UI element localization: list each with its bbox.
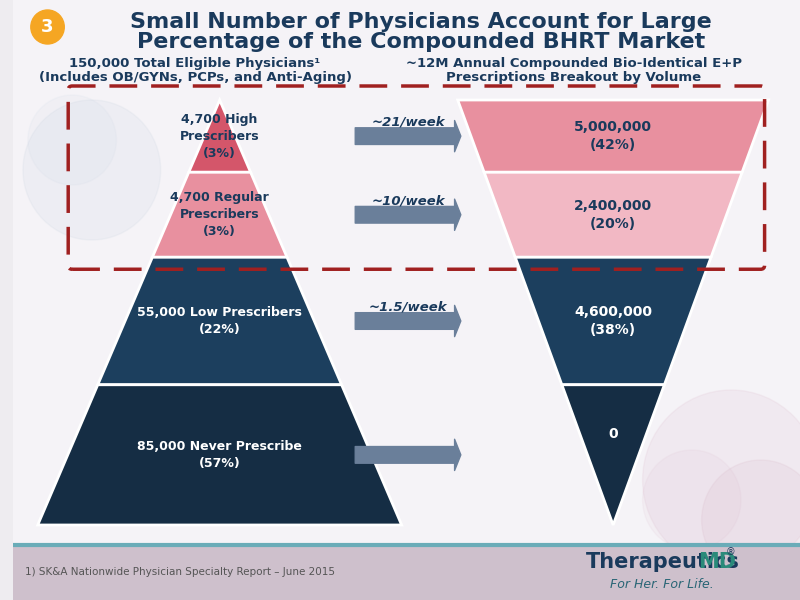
Polygon shape — [458, 100, 769, 172]
Text: 4,600,000
(38%): 4,600,000 (38%) — [574, 305, 652, 337]
Text: Prescriptions Breakout by Volume: Prescriptions Breakout by Volume — [446, 70, 702, 83]
Text: 85,000 Never Prescribe
(57%): 85,000 Never Prescribe (57%) — [138, 440, 302, 470]
Circle shape — [642, 390, 800, 570]
Text: 0: 0 — [608, 427, 618, 441]
Text: 5,000,000
(42%): 5,000,000 (42%) — [574, 120, 652, 152]
Polygon shape — [562, 385, 665, 525]
Polygon shape — [189, 100, 250, 172]
Text: ®: ® — [726, 547, 735, 557]
Circle shape — [31, 10, 64, 44]
Circle shape — [28, 95, 117, 185]
Text: 55,000 Low Prescribers
(22%): 55,000 Low Prescribers (22%) — [138, 306, 302, 336]
Text: MD: MD — [698, 552, 736, 572]
Text: Small Number of Physicians Account for Large: Small Number of Physicians Account for L… — [130, 12, 712, 32]
Text: (Includes OB/GYNs, PCPs, and Anti-Aging): (Includes OB/GYNs, PCPs, and Anti-Aging) — [38, 70, 351, 83]
Text: 1) SK&A Nationwide Physician Specialty Report – June 2015: 1) SK&A Nationwide Physician Specialty R… — [25, 567, 335, 577]
Text: 4,700 High
Prescribers
(3%): 4,700 High Prescribers (3%) — [180, 113, 259, 160]
Polygon shape — [38, 385, 402, 525]
Text: ~12M Annual Compounded Bio-Identical E+P: ~12M Annual Compounded Bio-Identical E+P — [406, 56, 742, 70]
Polygon shape — [98, 257, 342, 385]
Text: For Her. For Life.: For Her. For Life. — [610, 577, 714, 590]
Circle shape — [23, 100, 161, 240]
Text: Percentage of the Compounded BHRT Market: Percentage of the Compounded BHRT Market — [137, 32, 706, 52]
Circle shape — [702, 460, 800, 580]
Text: 4,700 Regular
Prescribers
(3%): 4,700 Regular Prescribers (3%) — [170, 191, 269, 238]
Polygon shape — [515, 257, 711, 385]
Polygon shape — [484, 172, 742, 257]
Text: Therapeutics: Therapeutics — [586, 552, 739, 572]
Text: ~10/week: ~10/week — [371, 194, 445, 207]
Text: 3: 3 — [42, 18, 54, 36]
Text: ~21/week: ~21/week — [371, 116, 445, 128]
Text: 150,000 Total Eligible Physicians¹: 150,000 Total Eligible Physicians¹ — [70, 56, 321, 70]
Text: ~1.5/week: ~1.5/week — [369, 301, 447, 313]
Text: 2,400,000
(20%): 2,400,000 (20%) — [574, 199, 652, 231]
Circle shape — [642, 450, 741, 550]
Bar — [13, 545, 800, 600]
Polygon shape — [152, 172, 287, 257]
